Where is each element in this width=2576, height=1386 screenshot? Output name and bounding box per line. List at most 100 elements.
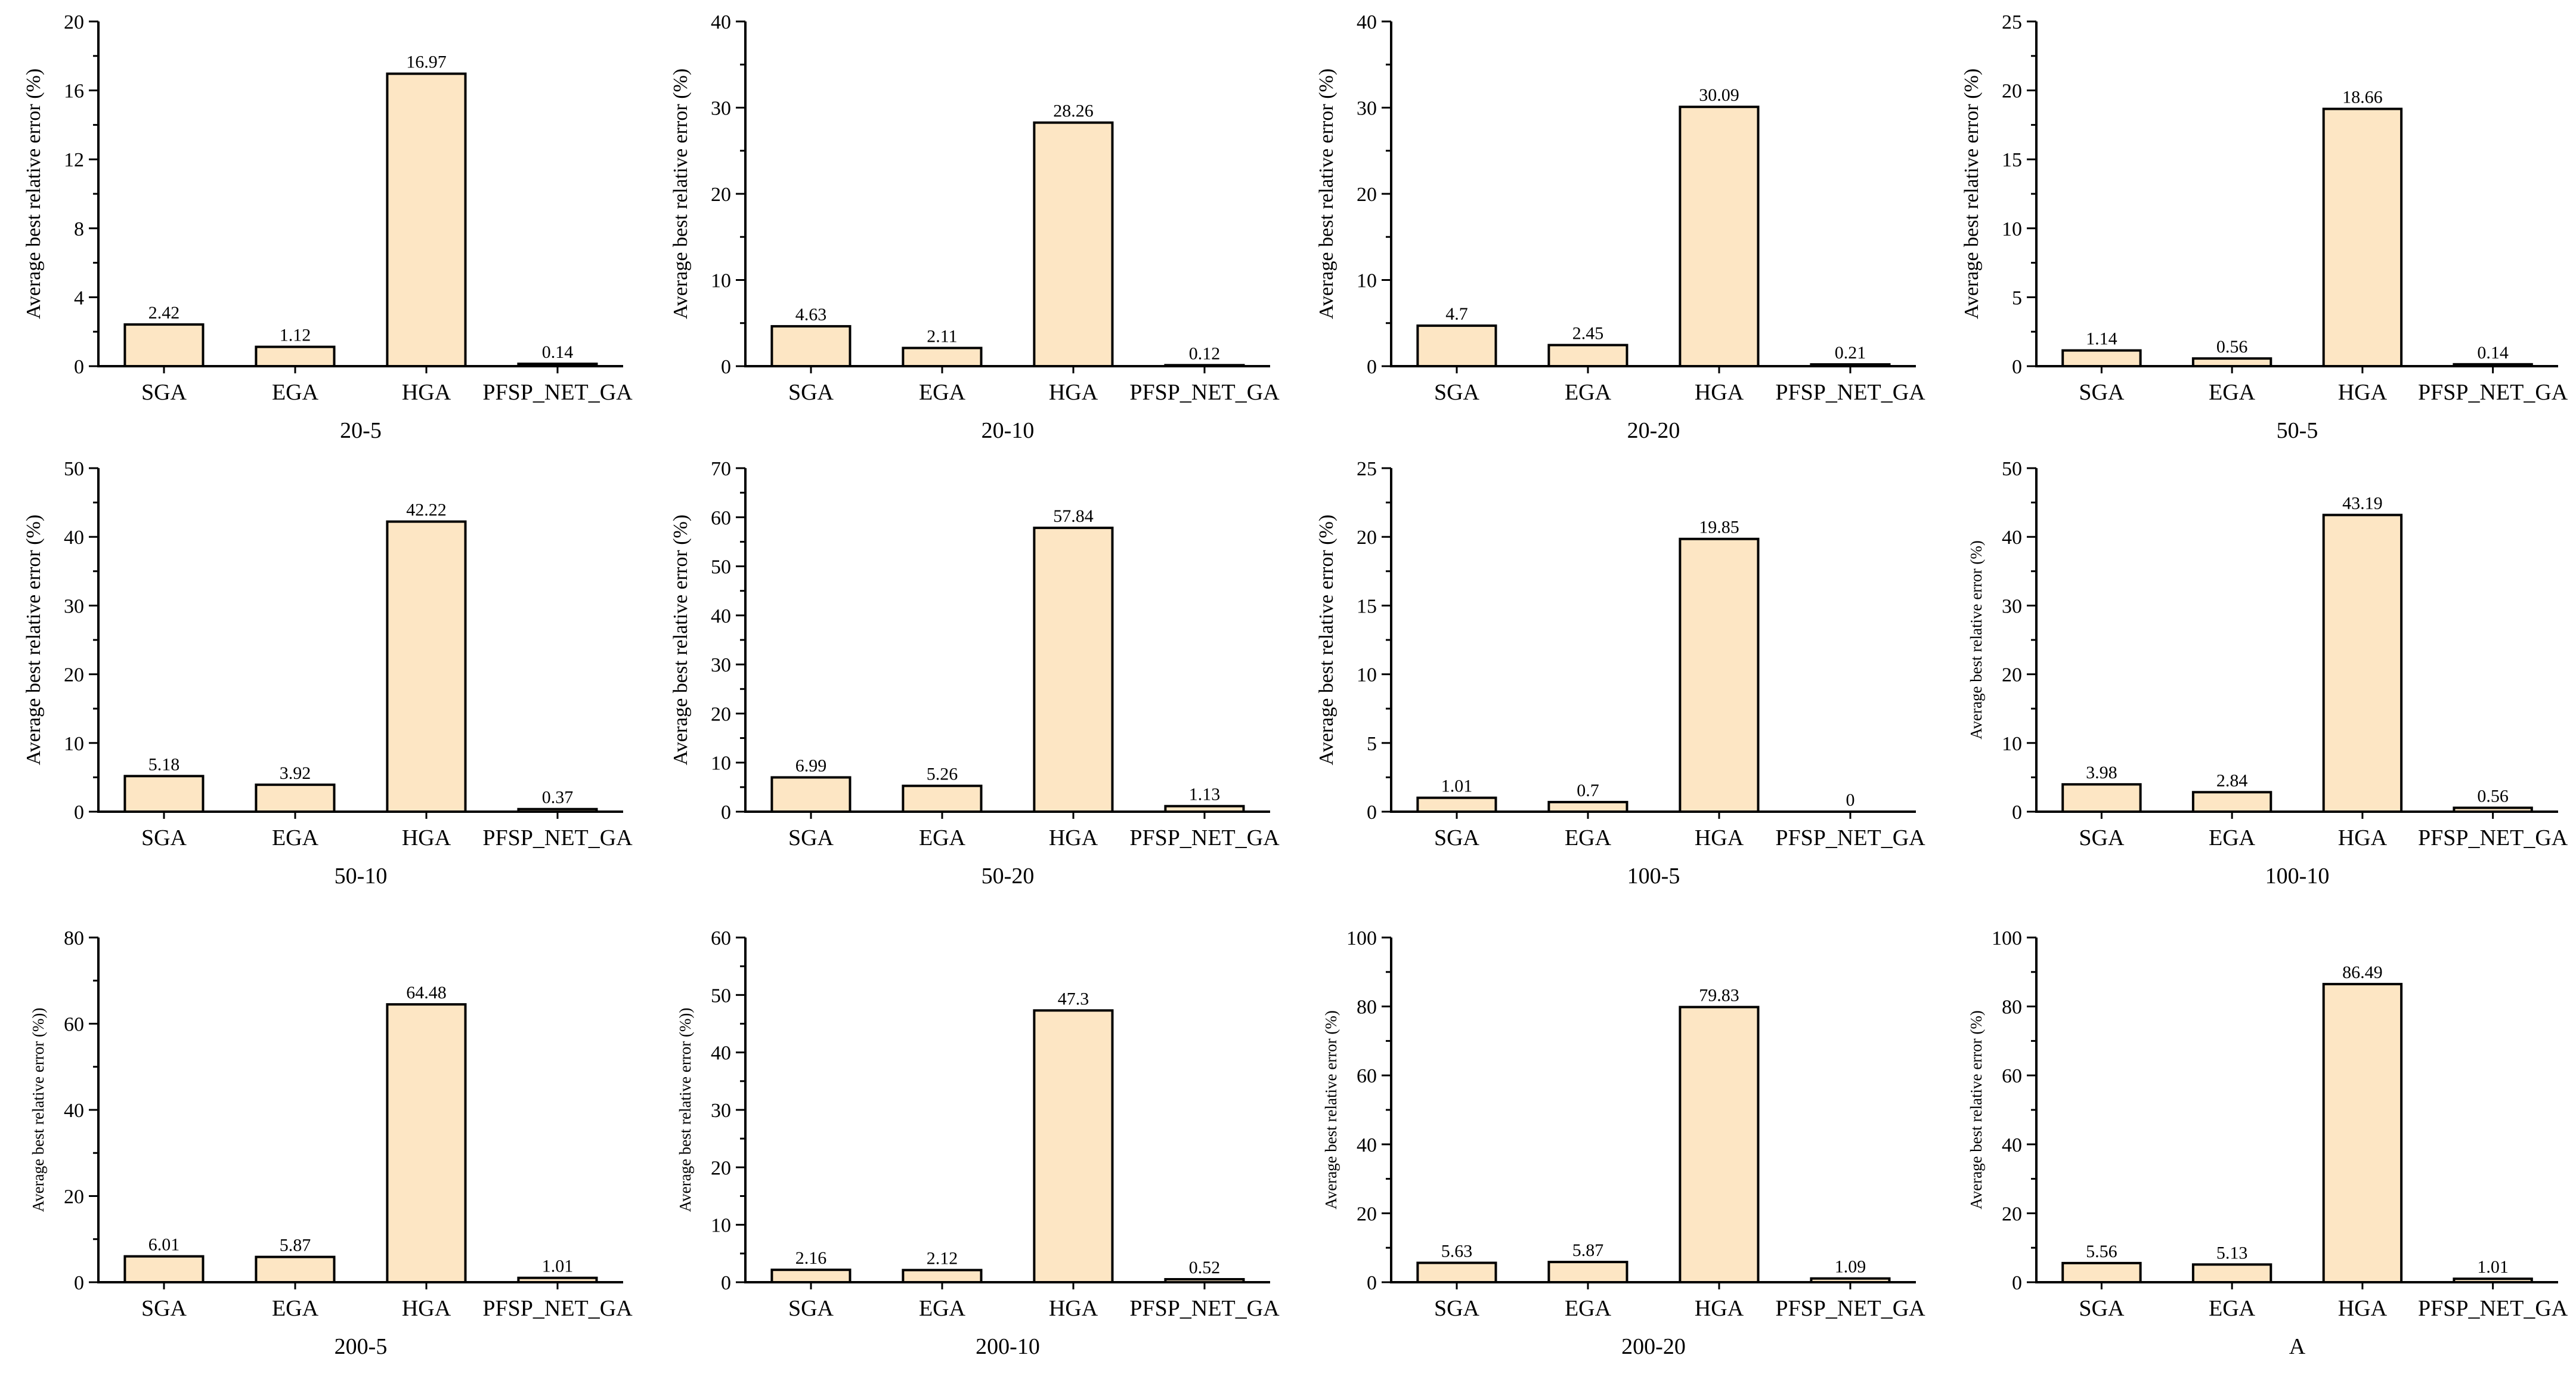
y-tick-label: 15 [2002, 149, 2022, 171]
data-label: 57.84 [1053, 506, 1094, 526]
x-tick-label: HGA [1695, 1296, 1744, 1321]
x-tick-label: HGA [2338, 380, 2388, 405]
bar-sga[interactable] [2061, 349, 2142, 367]
data-label: 4.7 [1445, 304, 1468, 324]
y-tick-label: 8 [74, 218, 84, 240]
x-tick-label: HGA [1049, 825, 1098, 850]
bar-sga[interactable] [770, 1269, 852, 1283]
y-axis-label: Average best relative error (%) [23, 69, 45, 319]
y-tick-label: 100 [1346, 927, 1377, 949]
chart-panel-7: 1.01 SGA 0.7 EGA 19.85 HGA 0 PFSP_NET_GA 0 5 10 15 2… [1315, 458, 1925, 889]
bar-sga[interactable] [1416, 324, 1497, 367]
data-label: 0.52 [1189, 1258, 1221, 1277]
data-label: 0.14 [2477, 343, 2509, 363]
y-tick-label: 20 [1357, 527, 1377, 549]
y-tick-label: 20 [64, 1186, 84, 1208]
bar-sga[interactable] [123, 775, 205, 813]
bar-hga[interactable] [1679, 106, 1760, 367]
chart-panel-6: 6.99 SGA 5.26 EGA 57.84 HGA 1.13 PFSP_NET_GA 0 10… [670, 458, 1280, 889]
y-tick-label: 10 [711, 1215, 731, 1237]
data-label: 1.14 [2086, 329, 2117, 349]
data-label: 0.7 [1577, 781, 1599, 800]
y-tick-label: 60 [711, 507, 731, 529]
bar-ega[interactable] [255, 1255, 336, 1284]
data-label: 0 [1846, 790, 1855, 810]
bar-sga[interactable] [770, 776, 852, 813]
y-tick-label: 10 [1357, 270, 1377, 292]
x-tick-label: SGA [141, 825, 187, 850]
y-tick-label: 0 [74, 356, 84, 378]
bar-ega[interactable] [2191, 791, 2272, 813]
data-label: 1.01 [1441, 776, 1473, 796]
data-label: 2.16 [795, 1248, 827, 1268]
bar-hga[interactable] [386, 520, 467, 813]
chart-panel-5: 5.18 SGA 3.92 EGA 42.22 HGA 0.37 PFSP_NET_GA 0 10… [23, 458, 633, 889]
bar-sga[interactable] [1416, 1261, 1497, 1283]
y-tick-label: 60 [2002, 1065, 2022, 1087]
y-tick-label: 16 [64, 81, 84, 103]
x-axis-title: 50-20 [982, 864, 1035, 889]
data-label: 28.26 [1053, 101, 1094, 121]
x-axis-title: 100-5 [1627, 864, 1680, 889]
chart-panel-9: 6.01 SGA 5.87 EGA 64.48 HGA 1.01 PFSP_NET_GA 0 20… [29, 927, 633, 1359]
bar-hga[interactable] [1679, 1006, 1760, 1283]
bar-ega[interactable] [255, 345, 336, 367]
x-tick-label: EGA [2209, 1296, 2256, 1321]
x-axis-title: 50-5 [2277, 418, 2318, 443]
data-label: 3.98 [2086, 763, 2117, 782]
bar-ega[interactable] [1547, 800, 1628, 813]
y-tick-label: 20 [2002, 664, 2022, 686]
y-tick-label: 10 [2002, 218, 2022, 240]
data-label: 5.13 [2216, 1243, 2248, 1263]
bar-sga[interactable] [770, 325, 852, 367]
bar-hga[interactable] [1033, 121, 1114, 367]
bar-ega[interactable] [902, 1269, 983, 1284]
bar-hga[interactable] [386, 72, 467, 367]
y-tick-label: 50 [711, 556, 731, 578]
y-tick-label: 20 [711, 184, 731, 206]
y-tick-label: 80 [1357, 997, 1377, 1019]
bar-sga[interactable] [2061, 783, 2142, 813]
x-tick-label: SGA [1434, 825, 1480, 850]
bar-sga[interactable] [123, 1255, 205, 1284]
bar-hga[interactable] [2322, 983, 2403, 1283]
y-axis-label: Average best relative error (%) [1961, 69, 1983, 319]
bar-hga[interactable] [2322, 513, 2403, 813]
y-tick-label: 40 [1357, 11, 1377, 33]
y-axis-label: Average best relative error (%) [670, 515, 692, 765]
x-tick-label: HGA [1695, 825, 1744, 850]
bar-ega[interactable] [2191, 1263, 2272, 1284]
x-tick-label: SGA [788, 380, 834, 405]
y-tick-label: 0 [2012, 1272, 2022, 1294]
bar-ega[interactable] [902, 346, 983, 367]
data-label: 47.3 [1058, 989, 1089, 1008]
bar-hga[interactable] [386, 1003, 467, 1283]
bar-hga[interactable] [1679, 537, 1760, 813]
y-axis-label: Average best relative error (%)) [29, 1008, 47, 1212]
bar-ega[interactable] [255, 783, 336, 813]
chart-panel-1: 2.42 SGA 1.12 EGA 16.97 HGA 0.14 PFSP_NET_GA 0 4 8… [23, 11, 633, 443]
data-label: 3.92 [280, 763, 311, 783]
bar-ega[interactable] [1547, 344, 1628, 367]
data-label: 86.49 [2342, 963, 2383, 982]
y-tick-label: 40 [2002, 1134, 2022, 1156]
bar-sga[interactable] [1416, 796, 1497, 813]
y-axis-label: Average best relative error (%) [1967, 1010, 1985, 1209]
x-tick-label: SGA [788, 825, 834, 850]
bar-ega[interactable] [1547, 1261, 1628, 1284]
bar-sga[interactable] [2061, 1261, 2142, 1283]
data-label: 2.11 [927, 327, 957, 346]
y-tick-label: 5 [1367, 733, 1377, 755]
bar-sga[interactable] [123, 323, 205, 367]
data-label: 30.09 [1699, 85, 1739, 105]
bar-ega[interactable] [902, 784, 983, 813]
x-tick-label: SGA [2079, 825, 2125, 850]
bar-hga[interactable] [2322, 107, 2403, 367]
data-label: 16.97 [406, 52, 447, 72]
data-label: 2.45 [1572, 324, 1604, 344]
bar-hga[interactable] [1033, 1009, 1114, 1284]
data-label: 6.99 [795, 756, 827, 776]
bar-hga[interactable] [1033, 527, 1114, 813]
x-axis-title: A [2289, 1334, 2306, 1359]
y-tick-label: 4 [74, 287, 84, 309]
